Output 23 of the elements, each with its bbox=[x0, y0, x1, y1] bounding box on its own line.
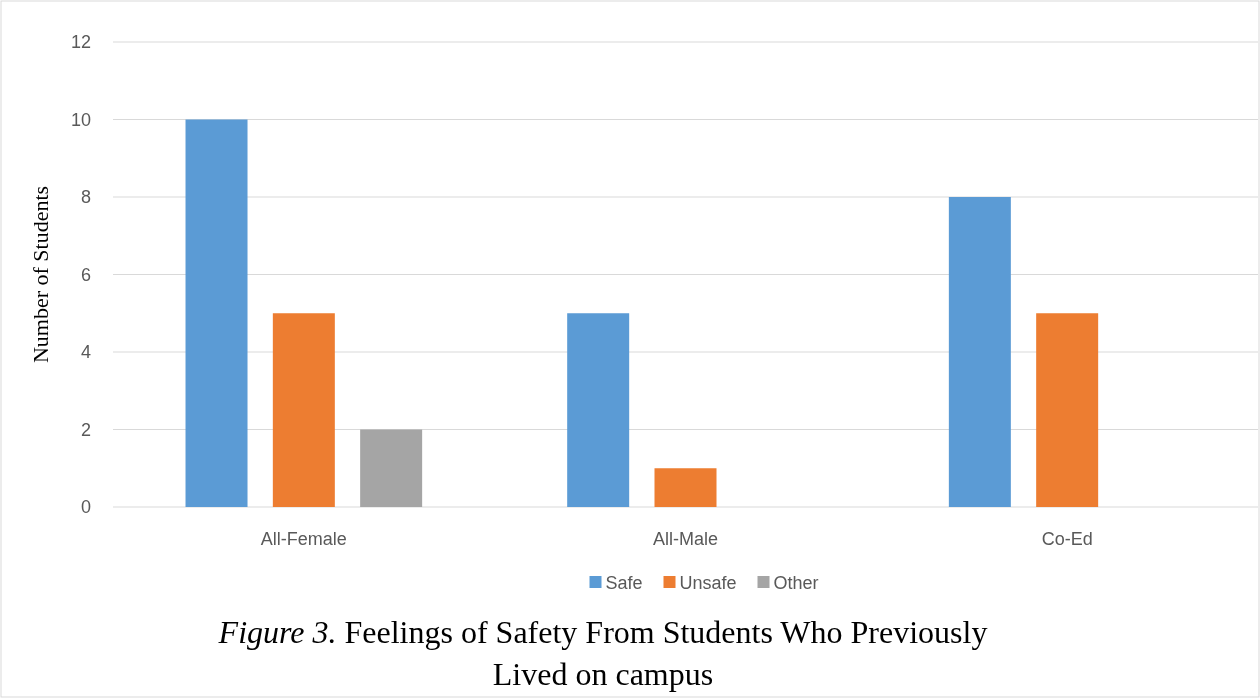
y-axis-title: Number of Students bbox=[28, 185, 53, 364]
bar bbox=[567, 313, 630, 507]
bar bbox=[948, 197, 1011, 507]
x-tick-label: All-Female bbox=[260, 529, 347, 549]
legend-label: Other bbox=[773, 573, 819, 594]
y-tick-label: 0 bbox=[80, 497, 91, 518]
bar bbox=[272, 313, 335, 507]
y-tick-label: 2 bbox=[80, 419, 91, 440]
caption: Figure 3. bbox=[217, 614, 337, 650]
y-tick-label: 10 bbox=[70, 109, 91, 130]
y-tick-label: 4 bbox=[80, 342, 91, 363]
bar bbox=[1036, 313, 1099, 507]
y-tick-label: 6 bbox=[80, 264, 91, 285]
x-tick-label: All-Male bbox=[652, 529, 719, 549]
y-tick-label: 8 bbox=[80, 187, 91, 208]
x-tick-label: Co-Ed bbox=[1041, 529, 1093, 549]
text: Feelings of Safety From Students Who Previously Lived on campus bbox=[336, 614, 988, 692]
bar bbox=[360, 429, 423, 507]
legend-label: Unsafe bbox=[679, 573, 737, 594]
bar bbox=[185, 119, 248, 507]
legend-label: Safe bbox=[605, 573, 643, 594]
bar bbox=[654, 468, 717, 507]
y-tick-label: 12 bbox=[70, 32, 91, 53]
